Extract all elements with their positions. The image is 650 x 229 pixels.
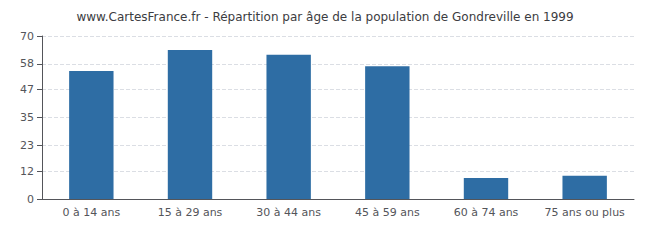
svg-text:60 à 74 ans: 60 à 74 ans — [454, 206, 519, 219]
svg-text:15 à 29 ans: 15 à 29 ans — [158, 206, 223, 219]
svg-text:0 à 14 ans: 0 à 14 ans — [62, 206, 120, 219]
svg-text:35: 35 — [20, 111, 34, 124]
svg-text:12: 12 — [20, 165, 34, 178]
svg-text:47: 47 — [20, 83, 34, 96]
svg-text:30 à 44 ans: 30 à 44 ans — [256, 206, 321, 219]
svg-text:45 à 59 ans: 45 à 59 ans — [355, 206, 420, 219]
svg-text:23: 23 — [20, 139, 34, 152]
svg-text:75 ans ou plus: 75 ans ou plus — [544, 206, 625, 219]
svg-text:0: 0 — [27, 193, 34, 206]
svg-text:70: 70 — [20, 30, 34, 43]
svg-text:58: 58 — [20, 57, 34, 70]
svg-text:www.CartesFrance.fr - Répartit: www.CartesFrance.fr - Répartition par âg… — [76, 10, 573, 24]
